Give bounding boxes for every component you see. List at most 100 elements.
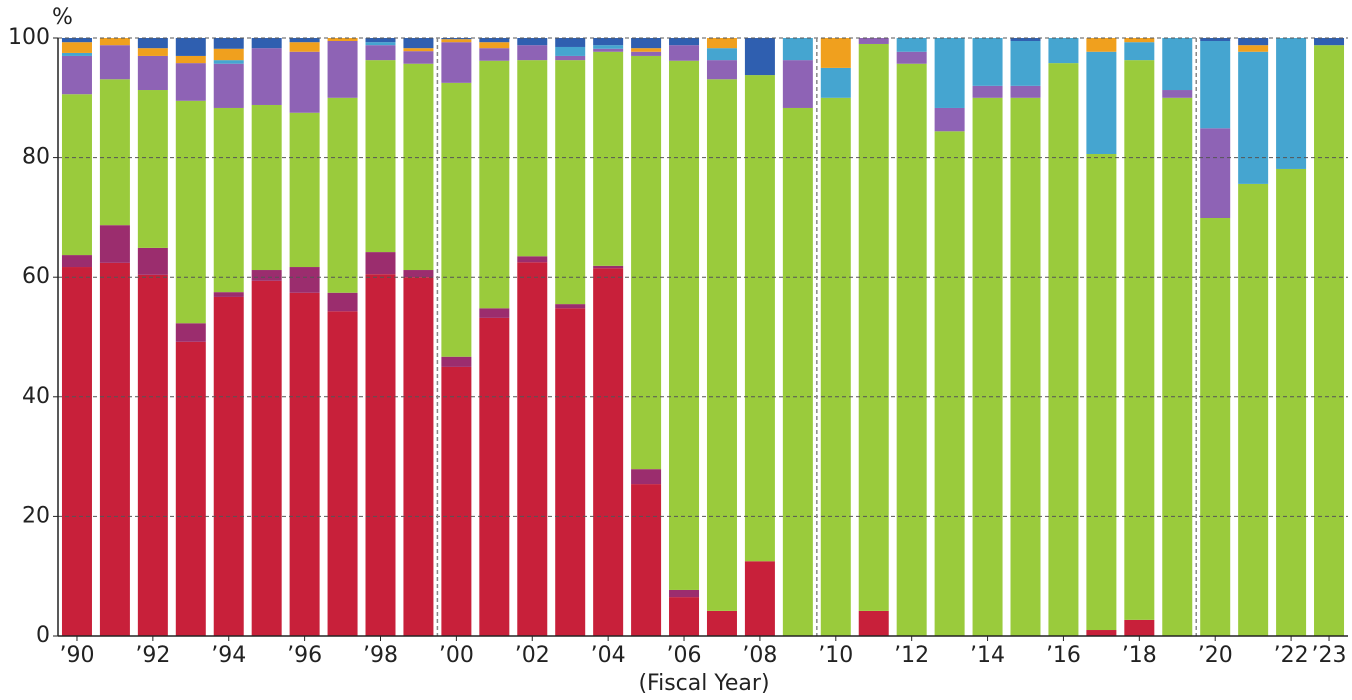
bar-segment	[1314, 38, 1345, 46]
bar-segment	[137, 48, 168, 56]
bar-segment	[555, 55, 586, 61]
bar-segment	[669, 60, 700, 590]
bar-segment	[479, 38, 510, 43]
bar-segment	[820, 38, 851, 68]
bar-segment	[593, 48, 624, 52]
bar-segment	[1048, 63, 1079, 636]
bar-segment	[593, 268, 624, 636]
bar-segment	[555, 60, 586, 305]
bar-segment	[251, 48, 282, 105]
bar-segment	[782, 38, 813, 61]
bar-segment	[517, 45, 548, 61]
y-unit: %	[52, 5, 73, 30]
bar-segment	[289, 42, 320, 52]
bar-segment	[706, 610, 737, 636]
bar-segment	[593, 51, 624, 266]
y-tick-label: 40	[22, 384, 50, 409]
bar-segment	[820, 97, 851, 637]
bar-segment	[631, 38, 662, 49]
bar-segment	[289, 292, 320, 636]
bar-segment	[858, 38, 889, 44]
x-tick-label: ’10	[818, 643, 853, 668]
bar-segment	[669, 45, 700, 61]
bar-segment	[1010, 85, 1041, 98]
bar-segment	[896, 51, 927, 64]
bar-segment	[555, 46, 586, 56]
bar-segment	[631, 469, 662, 485]
bar-segment	[555, 308, 586, 636]
bar-segment	[1238, 45, 1269, 52]
bar-segment	[858, 610, 889, 636]
bar-segment	[441, 366, 472, 636]
x-tick-label: ’96	[287, 643, 322, 668]
x-tick-label: ’18	[1122, 643, 1157, 668]
bar-segment	[934, 107, 965, 132]
x-tick-label: ’00	[439, 643, 474, 668]
bar-segment	[706, 79, 737, 611]
bar-segment	[1124, 38, 1155, 43]
bar-segment	[61, 38, 92, 43]
x-tick-label: ’23	[1312, 643, 1347, 668]
x-tick-label: ’90	[59, 643, 94, 668]
x-tick-label: ’06	[667, 643, 702, 668]
bar-segment	[744, 38, 775, 76]
bar-segment	[327, 38, 358, 41]
x-tick-label: ’98	[363, 643, 398, 668]
bar-segment	[593, 38, 624, 46]
bar-segment	[441, 38, 472, 40]
bar-segment	[858, 43, 889, 611]
bar-segment	[327, 97, 358, 293]
bar-segment	[744, 75, 775, 562]
bar-segment	[289, 51, 320, 113]
bar-segment	[61, 55, 92, 95]
bar-segment	[251, 38, 282, 49]
y-tick-label: 80	[22, 145, 50, 170]
bar-segment	[1200, 38, 1231, 41]
bar-segment	[213, 63, 244, 108]
bar-segment	[99, 38, 130, 46]
bar-segment	[99, 225, 130, 263]
bar-segment	[365, 38, 396, 43]
bar-segment	[1200, 128, 1231, 218]
bar-segment	[251, 270, 282, 281]
bar-segment	[1010, 38, 1041, 41]
bar-segment	[479, 42, 510, 49]
bar-segment	[365, 60, 396, 253]
x-axis-label: (Fiscal Year)	[638, 671, 769, 696]
bar-segment	[289, 38, 320, 43]
bar-segment	[403, 277, 434, 636]
bar-segment	[1124, 42, 1155, 61]
bar-segment	[327, 292, 358, 312]
bar-segment	[517, 262, 548, 636]
bar-segment	[441, 82, 472, 357]
bar-segment	[517, 256, 548, 263]
bar-segment	[479, 60, 510, 309]
bar-segment	[403, 270, 434, 278]
bar-segment	[175, 63, 206, 101]
bar-segment	[669, 597, 700, 636]
bar-segment	[99, 79, 130, 226]
bar-segment	[1124, 619, 1155, 636]
bar-segment	[782, 60, 813, 108]
bar-segment	[175, 100, 206, 324]
bar-segment	[403, 63, 434, 271]
bar-segment	[479, 308, 510, 318]
bar-segment	[1124, 60, 1155, 620]
bar-segment	[1010, 40, 1041, 86]
bar-segment	[137, 247, 168, 275]
bar-segment	[61, 52, 92, 56]
bar-segment	[441, 356, 472, 367]
bar-segment	[213, 292, 244, 297]
bar-segment	[137, 90, 168, 248]
bar-segment	[896, 63, 927, 637]
x-tick-label: ’20	[1198, 643, 1233, 668]
y-tick-label: 20	[22, 503, 50, 528]
bar-segment	[1086, 51, 1117, 155]
bar-segment	[251, 104, 282, 271]
bar-segment	[175, 55, 206, 64]
bar-segment	[1086, 154, 1117, 631]
bar-segment	[99, 262, 130, 636]
bar-segment	[1200, 217, 1231, 637]
bar-segment	[706, 38, 737, 49]
